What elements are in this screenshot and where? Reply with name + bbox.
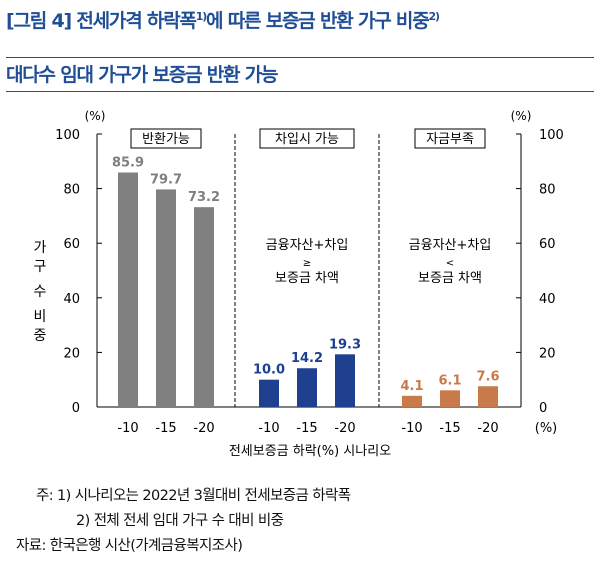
bar: [297, 368, 317, 407]
title-rule-top: [6, 57, 594, 58]
bar: [335, 354, 355, 407]
x-tick-label: -20: [193, 421, 214, 436]
y-tick-label-left: 20: [63, 346, 80, 361]
x-axis-label: 전세보증금 하락(%) 시나리오: [229, 444, 391, 459]
y-tick-label-left: 100: [55, 128, 80, 143]
y-tick-label-right: 0: [539, 401, 547, 416]
x-tick-label: -15: [155, 421, 176, 436]
y-tick-label-right: 100: [539, 128, 564, 143]
y-tick-label-right: 40: [539, 292, 556, 307]
title-footnote-2: 2): [428, 10, 440, 23]
data-label: 85.9: [112, 155, 144, 170]
y-unit-left: (%): [85, 109, 106, 123]
data-label: 14.2: [291, 351, 323, 366]
panel-annotation: 보증금 차액: [275, 271, 339, 286]
figure-subtitle: 대다수 임대 가구가 보증금 반환 가능: [6, 64, 278, 86]
title-mid: 에 따른 보증금 반환 가구 비중: [206, 10, 430, 32]
panel-title-box: [259, 128, 355, 149]
x-tick-label: -20: [334, 421, 355, 436]
x-tick-label: -10: [401, 421, 422, 436]
y-tick-label-left: 40: [63, 292, 80, 307]
title-main: [그림 4] 전세가격 하락폭: [6, 10, 197, 32]
data-label: 4.1: [400, 379, 423, 394]
data-label: 6.1: [438, 373, 461, 388]
title-rule-bottom: [6, 91, 594, 92]
panel-title: 반환가능: [142, 132, 190, 147]
source-note: 자료: 한국은행 시산(가계금융복지조사): [16, 538, 243, 554]
x-tick-label: -15: [439, 421, 460, 436]
x-tick-label: -15: [296, 421, 317, 436]
bar: [402, 395, 422, 407]
data-label: 79.7: [150, 172, 182, 187]
x-tick-label: -20: [477, 421, 498, 436]
note-1: 주: 1) 시나리오는 2022년 3월대비 전세보증금 하락폭: [36, 488, 351, 504]
x-unit: (%): [535, 421, 558, 436]
y-axis-label-char: 비: [34, 309, 47, 325]
panel-annotation: 보증금 차액: [418, 271, 482, 286]
y-tick-label-right: 60: [539, 237, 556, 252]
y-axis-label-char: 구: [34, 259, 47, 275]
bar: [156, 189, 176, 407]
panel-annotation: 금융자산+차입: [266, 238, 349, 253]
panel-annotation: <: [446, 258, 454, 269]
panel-title-box: [130, 128, 202, 149]
panel-title: 자금부족: [426, 132, 474, 147]
y-tick-label-left: 80: [63, 183, 80, 198]
y-axis-label-char: 수: [34, 284, 47, 300]
y-axis-label-char: 가: [34, 240, 47, 256]
panel-title: 차입시 가능: [275, 132, 339, 147]
bar: [259, 379, 279, 407]
data-label: 10.0: [253, 363, 285, 378]
panel-annotation: 금융자산+차입: [409, 238, 492, 253]
notes: 주: 1) 시나리오는 2022년 3월대비 전세보증금 하락폭 2) 전체 전…: [16, 484, 351, 559]
bar: [478, 386, 498, 407]
y-axis-label-char: 중: [34, 328, 47, 344]
data-label: 73.2: [188, 190, 220, 205]
x-tick-label: -10: [117, 421, 138, 436]
bar: [118, 172, 138, 407]
x-tick-label: -10: [258, 421, 279, 436]
y-tick-label-right: 20: [539, 346, 556, 361]
panel-title-box: [414, 128, 486, 149]
figure-title: [그림 4] 전세가격 하락폭1)에 따른 보증금 반환 가구 비중2): [6, 4, 596, 34]
y-tick-label-left: 60: [63, 237, 80, 252]
y-tick-label-left: 0: [72, 401, 80, 416]
bar: [440, 390, 460, 407]
note-2: 2) 전체 전세 임대 가구 수 대비 비중: [76, 513, 284, 529]
title-line: [그림 4] 전세가격 하락폭1)에 따른 보증금 반환 가구 비중2): [6, 4, 596, 34]
panel-annotation: ≥: [303, 258, 311, 269]
bar: [194, 207, 214, 407]
title-footnote-1: 1): [195, 10, 208, 23]
data-label: 7.6: [476, 369, 499, 384]
y-tick-label-right: 80: [539, 183, 556, 198]
data-label: 19.3: [329, 337, 361, 352]
y-unit-right: (%): [511, 109, 532, 123]
